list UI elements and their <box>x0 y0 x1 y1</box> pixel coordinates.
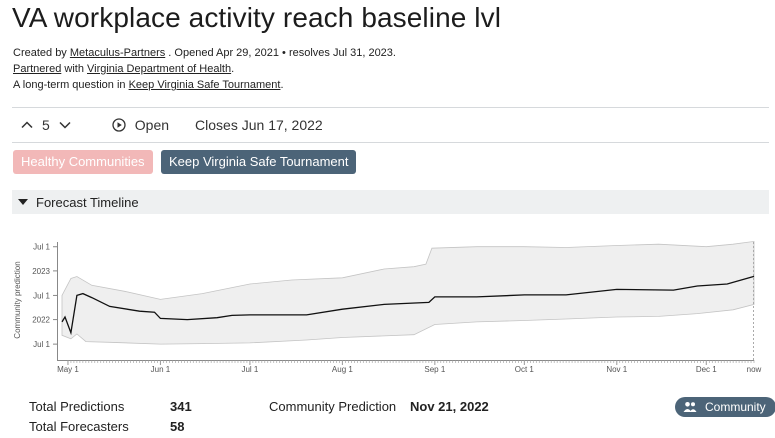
play-circle-icon <box>112 118 126 132</box>
page-title: VA workplace activity reach baseline lvl <box>12 2 502 33</box>
tournament-link[interactable]: Keep Virginia Safe Tournament <box>128 79 281 91</box>
community-prediction-value: Nov 21, 2022 <box>410 399 489 414</box>
y-tick-label: Jul 1 <box>33 291 50 300</box>
status-indicator: Open <box>112 117 169 133</box>
caret-down-icon <box>18 199 28 205</box>
creator-link[interactable]: Metaculus-Partners <box>69 47 166 59</box>
y-tick-label: Jul 1 <box>33 243 50 252</box>
x-tick-label: Sep 1 <box>424 365 445 374</box>
question-meta-created: Created by Metaculus-Partners . Opened A… <box>13 47 396 59</box>
question-meta-partner: Partnered with Virginia Department of He… <box>13 63 235 75</box>
question-meta-tournament: A long-term question in Keep Virginia Sa… <box>13 79 284 91</box>
total-forecasters-label: Total Forecasters <box>29 419 129 434</box>
status-text: Open <box>134 117 170 133</box>
x-tick-label: Jun 1 <box>151 365 171 374</box>
tag-healthy-communities[interactable]: Healthy Communities <box>13 150 153 174</box>
chevron-down-icon[interactable] <box>58 118 72 132</box>
y-tick-label: 2023 <box>32 267 50 276</box>
x-tick-label: Dec 1 <box>696 365 717 374</box>
median-line <box>61 275 755 336</box>
x-tick-label: now <box>747 365 762 374</box>
community-prediction-label: Community Prediction <box>269 399 397 414</box>
partnered-link[interactable]: Partnered <box>13 63 62 75</box>
x-tick-label: Aug 1 <box>332 365 353 374</box>
x-tick-label: Nov 1 <box>606 365 627 374</box>
total-predictions-label: Total Predictions <box>29 399 125 414</box>
y-tick-label: Jul 1 <box>33 340 50 349</box>
community-button[interactable]: Community <box>675 397 775 417</box>
total-predictions-value: 341 <box>170 399 192 414</box>
question-toolbar: 5 Open Closes Jun 17, 2022 <box>12 108 769 142</box>
x-tick-label: May 1 <box>57 365 79 374</box>
total-forecasters-value: 58 <box>170 419 185 434</box>
divider-bottom <box>12 142 769 143</box>
forecast-chart: Jul 1 2023 Jul 1 2022 Jul 1 May 1 Jun 1 Jul 1 A… <box>13 240 762 374</box>
partner-link[interactable]: Virginia Department of Health <box>87 63 232 75</box>
forecast-timeline-toggle[interactable]: Forecast Timeline <box>12 190 769 214</box>
divider-top <box>12 107 769 108</box>
closes-date: Closes Jun 17, 2022 <box>195 117 323 133</box>
x-tick-label: Jul 1 <box>241 365 258 374</box>
forecast-timeline-label: Forecast Timeline <box>36 194 139 210</box>
chevron-up-icon[interactable] <box>20 118 34 132</box>
y-axis-label: Community prediction <box>13 261 22 338</box>
people-icon <box>683 402 697 412</box>
vote-control: 5 <box>20 117 72 133</box>
y-tick-label: 2022 <box>32 316 50 325</box>
x-tick-label: Oct 1 <box>515 365 535 374</box>
confidence-band <box>61 240 755 345</box>
vote-count: 5 <box>42 117 50 133</box>
tag-keep-virginia-safe[interactable]: Keep Virginia Safe Tournament <box>161 150 357 174</box>
